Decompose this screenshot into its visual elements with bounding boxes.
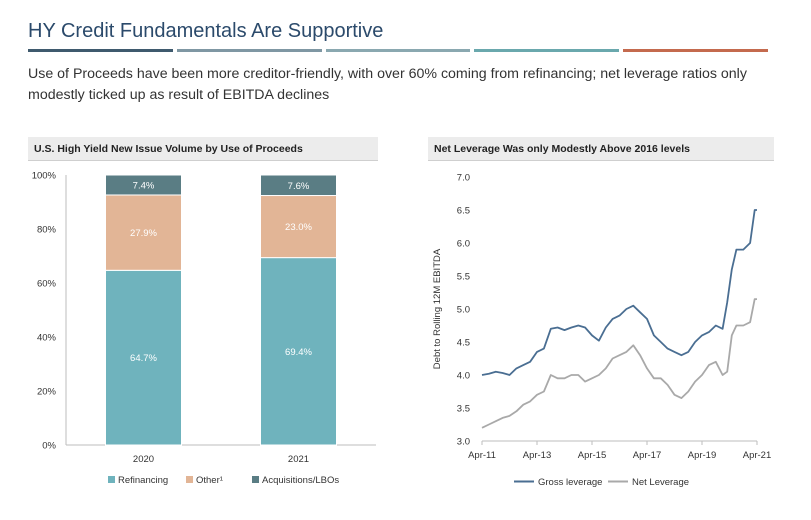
legend-swatch (252, 476, 259, 483)
y-tick-label: 0% (42, 441, 56, 452)
legend-label: Refinancing (118, 475, 168, 486)
x-tick-label: Apr-11 (468, 450, 496, 461)
page-subtitle: Use of Proceeds have been more creditor-… (28, 66, 747, 103)
rule-segment (28, 49, 173, 52)
y-tick-label: 6.5 (457, 206, 470, 217)
data-label: 27.9% (130, 228, 157, 239)
y-tick-label: 5.0 (457, 305, 470, 316)
y-tick-label: 60% (37, 279, 57, 290)
bar-segment (105, 194, 182, 271)
x-tick-label: Apr-13 (523, 450, 552, 461)
data-label: 23.0% (285, 222, 312, 233)
stacked-bar-chart: 0% 20% 40% 60% 80% 100% 64.7% 27.9% 7.4% 2020 69.4… (32, 171, 376, 486)
title-rule (28, 49, 768, 52)
y-tick-label: 3.5 (457, 404, 470, 415)
gross-leverage-line (481, 209, 757, 376)
rule-segment (325, 49, 471, 52)
y-tick-label: 5.5 (457, 272, 470, 283)
x-tick-label: 2021 (288, 454, 309, 465)
y-tick-label: 7.0 (457, 173, 470, 184)
y-tick-label: 6.0 (457, 239, 470, 250)
y-axis-label: Debt to Rolling 12M EBITDA (432, 248, 443, 369)
bar-segment (260, 257, 337, 446)
y-tick-label: 80% (37, 225, 57, 236)
bar-segment (260, 195, 337, 259)
net-leverage-line (481, 298, 757, 429)
legend-label: Other¹ (196, 475, 223, 486)
x-tick-label: Apr-17 (633, 450, 662, 461)
bar-segment (105, 174, 182, 196)
y-tick-label: 4.5 (457, 338, 470, 349)
y-tick-label: 3.0 (457, 437, 470, 448)
y-tick-label: 100% (32, 171, 57, 182)
data-label: 7.4% (133, 180, 155, 191)
bar-segment (260, 174, 337, 197)
line-chart: 3.0 3.5 4.0 4.5 5.0 5.5 6.0 6.5 7.0 Apr-11 Apr-13 A… (432, 173, 772, 489)
left-chart-title: U.S. High Yield New Issue Volume by Use … (28, 137, 378, 161)
rule-segment (474, 49, 620, 52)
legend-label: Net Leverage (632, 477, 689, 488)
page-title: HY Credit Fundamentals Are Supportive (28, 20, 384, 42)
legend-label: Acquisitions/LBOs (262, 475, 339, 486)
y-tick-label: 40% (37, 333, 57, 344)
rule-segment (623, 49, 768, 52)
rule-segment (176, 49, 322, 52)
legend-swatch (108, 476, 115, 483)
x-tick-label: Apr-19 (688, 450, 717, 461)
x-tick-label: 2020 (133, 454, 154, 465)
bar-segment (105, 269, 182, 446)
y-tick-label: 20% (37, 387, 57, 398)
legend-label: Gross leverage (538, 477, 602, 488)
data-label: 69.4% (285, 347, 312, 358)
x-tick-label: Apr-21 (743, 450, 772, 461)
legend-swatch (186, 476, 193, 483)
data-label: 64.7% (130, 353, 157, 364)
x-tick-label: Apr-15 (578, 450, 607, 461)
y-tick-label: 4.0 (457, 371, 470, 382)
data-label: 7.6% (288, 181, 310, 192)
right-chart-title: Net Leverage Was only Modestly Above 201… (428, 137, 774, 161)
